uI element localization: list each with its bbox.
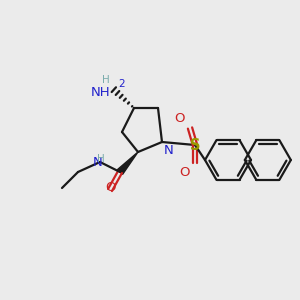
Text: O: O <box>179 166 190 179</box>
Text: S: S <box>190 137 200 152</box>
Text: H: H <box>97 154 105 164</box>
Text: NH: NH <box>90 86 110 99</box>
Text: N: N <box>92 155 102 169</box>
Text: 2: 2 <box>118 79 124 89</box>
Text: O: O <box>175 112 185 125</box>
Text: H: H <box>102 75 110 85</box>
Text: N: N <box>164 144 174 157</box>
Text: O: O <box>105 181 115 194</box>
Polygon shape <box>117 152 138 174</box>
